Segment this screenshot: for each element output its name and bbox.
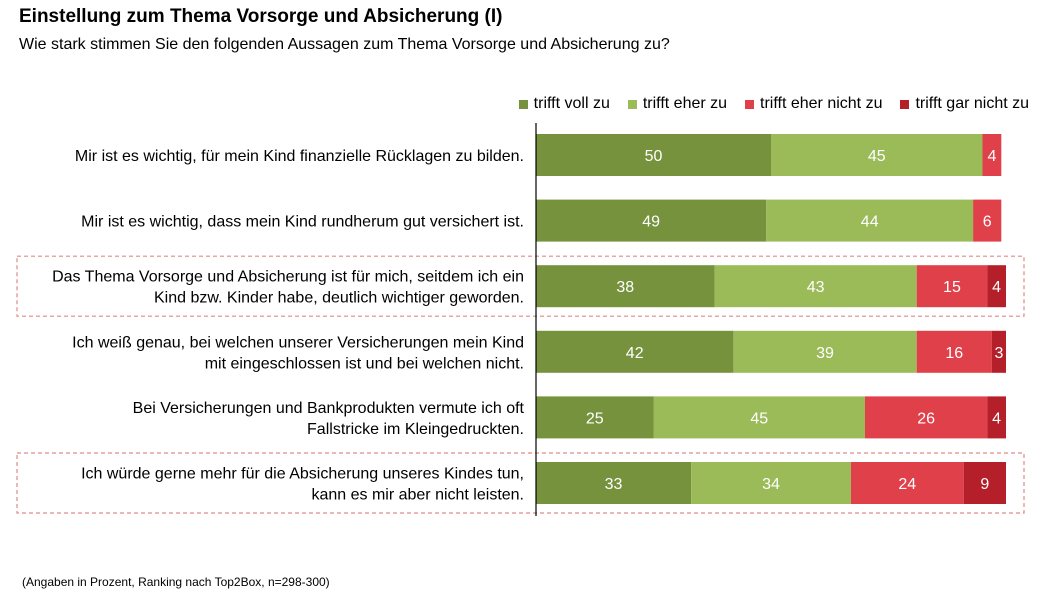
category-label: Ich weiß genau, bei welchen unserer Vers…	[72, 334, 524, 351]
data-label: 45	[868, 148, 886, 165]
data-label: 43	[807, 279, 825, 296]
legend-swatch	[518, 99, 528, 109]
bar-segment	[987, 265, 1006, 308]
chart-subtitle: Wie stark stimmen Sie den folgenden Auss…	[19, 36, 670, 53]
data-label: 49	[642, 214, 660, 231]
data-label: 33	[605, 476, 623, 493]
legend-label: trifft eher nicht zu	[760, 95, 883, 112]
data-label: 6	[983, 214, 992, 231]
bar-segment	[653, 396, 865, 439]
bar-segment	[987, 396, 1006, 439]
footnote: (Angaben in Prozent, Ranking nach Top2Bo…	[22, 575, 330, 589]
data-label: 42	[626, 345, 644, 362]
data-label: 15	[943, 279, 961, 296]
legend-swatch	[900, 99, 910, 109]
highlight-frame	[16, 452, 1025, 514]
data-label: 9	[980, 476, 989, 493]
bar-segment	[973, 199, 1002, 242]
data-label: 26	[917, 410, 935, 427]
data-label: 3	[994, 345, 1003, 362]
data-label: 34	[762, 476, 780, 493]
legend-item: trifft gar nicht zu	[900, 95, 1029, 113]
bar-segment	[536, 134, 771, 176]
legend-swatch	[627, 99, 637, 109]
category-label: Kind bzw. Kinder habe, deutlich wichtige…	[154, 290, 524, 307]
data-label: 4	[992, 279, 1001, 296]
bar-segment	[963, 462, 1006, 504]
data-label: 50	[645, 148, 663, 165]
category-label: mit eingeschlossen ist und bei welchen n…	[205, 355, 524, 372]
category-label: Fallstricke im Kleingedruckten.	[307, 421, 524, 438]
data-label: 44	[861, 214, 879, 231]
bar-segment	[982, 134, 1002, 176]
chart-title: Einstellung zum Thema Vorsorge und Absic…	[19, 6, 503, 27]
bar-segment	[536, 462, 692, 504]
bar-segment	[916, 330, 992, 373]
data-label: 25	[586, 410, 604, 427]
legend-item: trifft eher zu	[627, 95, 728, 113]
bar-segment	[865, 396, 988, 439]
data-label: 16	[945, 345, 963, 362]
data-label: 45	[750, 410, 768, 427]
bar-segment	[991, 330, 1006, 373]
bar-segment	[850, 462, 964, 504]
bar-segment	[536, 396, 654, 439]
bar-segment	[536, 330, 734, 373]
bar-segment	[771, 134, 983, 176]
data-label: 4	[987, 148, 996, 165]
bar-segment	[714, 265, 917, 308]
bar-segment	[766, 199, 974, 242]
category-label: Mir ist es wichtig, für mein Kind finanz…	[75, 148, 524, 165]
bar-segment	[691, 462, 851, 504]
legend-label: trifft voll zu	[533, 95, 610, 112]
bar-segment	[536, 265, 715, 308]
data-label: 4	[992, 410, 1001, 427]
legend: trifft voll zu trifft eher zu trifft ehe…	[518, 95, 1029, 113]
legend-label: trifft eher zu	[642, 95, 728, 112]
highlight-frame	[16, 255, 1025, 317]
category-label: kann es mir aber nicht leisten.	[311, 487, 524, 504]
bar-segment	[733, 330, 917, 373]
category-label: Das Thema Vorsorge und Absicherung ist f…	[52, 269, 524, 286]
legend-swatch	[745, 99, 755, 109]
legend-item: trifft eher nicht zu	[745, 95, 882, 113]
category-label: Ich würde gerne mehr für die Absicherung…	[81, 466, 524, 483]
data-label: 39	[816, 345, 834, 362]
legend-label: trifft gar nicht zu	[915, 95, 1029, 112]
bar-segment	[916, 265, 988, 308]
legend-item: trifft voll zu	[518, 95, 610, 113]
data-label: 24	[898, 476, 916, 493]
category-label: Bei Versicherungen und Bankprodukten ver…	[133, 400, 525, 417]
bar-segment	[536, 199, 767, 242]
data-label: 38	[616, 279, 634, 296]
category-label: Mir ist es wichtig, dass mein Kind rundh…	[81, 214, 524, 231]
